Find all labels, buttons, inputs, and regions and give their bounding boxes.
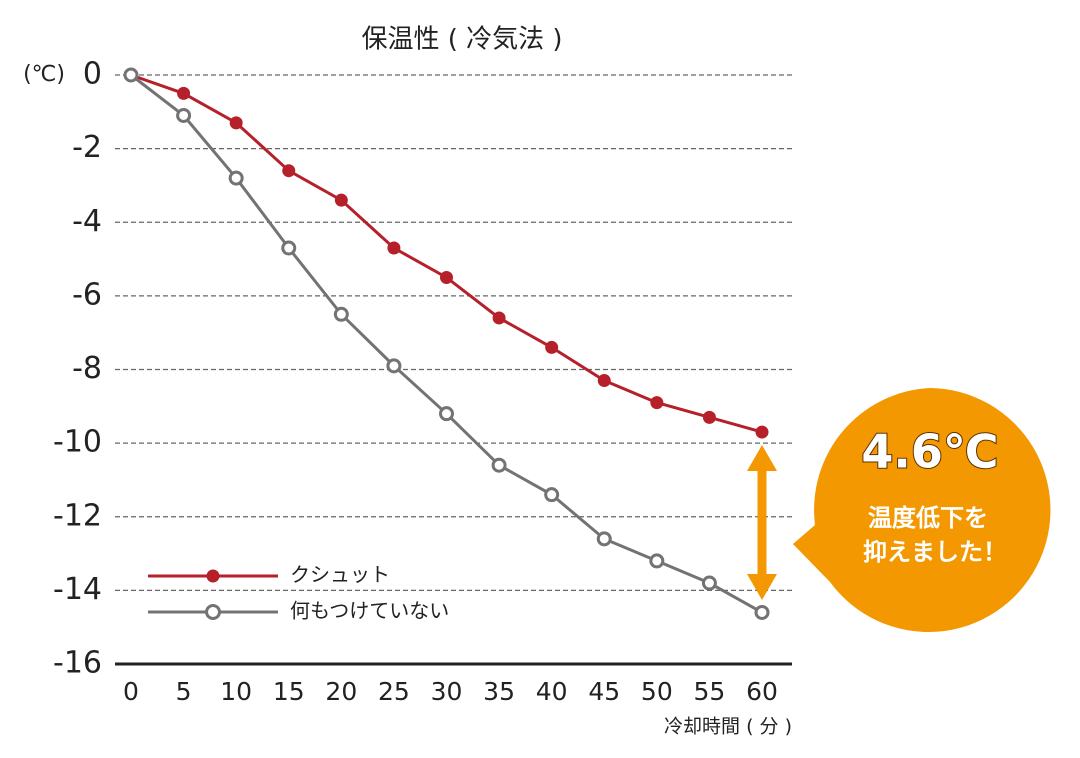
y-axis-label: (℃) — [23, 62, 65, 87]
x-tick-label: 45 — [588, 677, 620, 706]
y-tick-label: -6 — [72, 277, 102, 312]
data-point — [228, 170, 244, 186]
data-point — [649, 553, 665, 569]
data-point — [333, 306, 349, 322]
data-point — [755, 425, 769, 439]
x-tick-label: 20 — [325, 677, 357, 706]
data-point — [544, 487, 560, 503]
data-point — [545, 340, 559, 354]
data-point — [386, 358, 402, 374]
y-tick-label: -10 — [53, 425, 102, 460]
x-tick-label: 40 — [536, 677, 568, 706]
data-point — [596, 531, 612, 547]
data-point — [754, 604, 770, 620]
data-point — [177, 86, 191, 100]
y-tick-label: 0 — [83, 57, 102, 92]
x-tick-label: 0 — [123, 677, 139, 706]
data-point — [597, 374, 611, 388]
series-line — [130, 73, 763, 434]
data-point — [702, 410, 716, 424]
data-point — [176, 107, 192, 123]
x-axis-label: 冷却時間 ( 分 ) — [664, 716, 792, 738]
arrow-head — [747, 574, 777, 600]
data-point — [701, 575, 717, 591]
legend-marker — [206, 569, 220, 583]
data-point — [387, 241, 401, 255]
data-point — [229, 116, 243, 130]
x-tick-label: 60 — [746, 677, 778, 706]
legend-label: 何もつけていない — [290, 599, 449, 623]
y-tick-label: -4 — [72, 204, 102, 239]
speech-bubble — [793, 388, 1051, 632]
x-tick-label: 25 — [378, 677, 410, 706]
data-point — [491, 457, 507, 473]
legend-label: クシュット — [290, 563, 390, 587]
legend-marker — [205, 604, 221, 620]
x-tick-label: 50 — [641, 677, 673, 706]
data-point — [334, 193, 348, 207]
chart-title: 保温性 ( 冷気法 ) — [361, 25, 562, 55]
x-tick-label: 10 — [220, 677, 252, 706]
y-tick-label: -12 — [53, 498, 102, 533]
x-tick-label: 55 — [694, 677, 726, 706]
data-point — [281, 240, 297, 256]
x-tick-label: 35 — [483, 677, 515, 706]
y-tick-label: -8 — [72, 351, 102, 386]
data-point — [440, 270, 453, 284]
data-point — [282, 164, 296, 178]
x-tick-label: 15 — [273, 677, 305, 706]
data-point — [650, 396, 664, 410]
annotation-value: 4.6℃ — [861, 425, 998, 479]
x-tick-label: 5 — [176, 677, 192, 706]
y-tick-label: -16 — [53, 646, 102, 681]
y-tick-label: -14 — [53, 572, 102, 607]
data-point — [123, 67, 139, 83]
arrow-head — [747, 445, 777, 471]
series-line — [130, 73, 763, 614]
annotation-text: 抑えました！ — [863, 538, 1007, 566]
annotation-text: 温度低下を — [868, 504, 988, 532]
y-tick-label: -2 — [72, 130, 102, 165]
x-tick-label: 30 — [431, 677, 463, 706]
data-point — [492, 311, 506, 325]
data-point — [439, 406, 454, 422]
